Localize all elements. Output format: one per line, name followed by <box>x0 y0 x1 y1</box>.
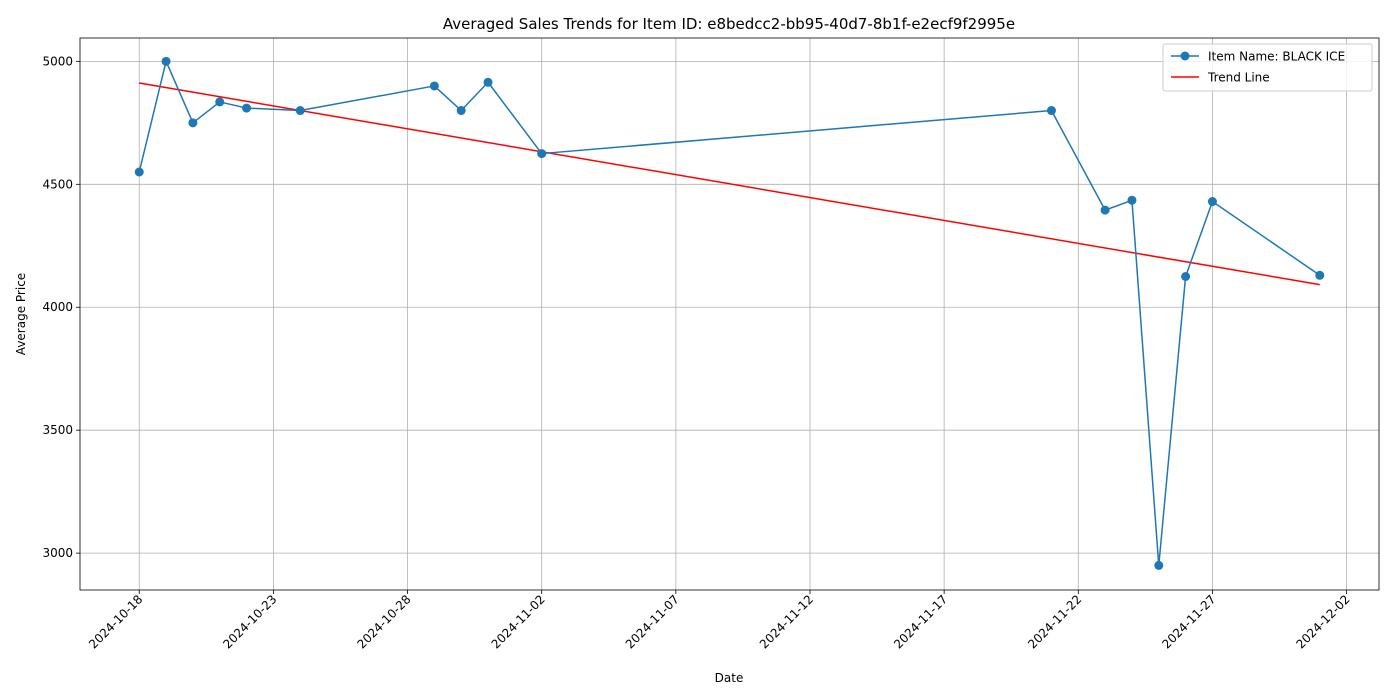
data-point <box>295 106 305 116</box>
grid <box>80 38 1379 590</box>
data-point <box>161 56 171 66</box>
data-point <box>456 106 466 116</box>
data-point <box>537 149 547 159</box>
data-point <box>242 103 252 113</box>
legend-label-series: Item Name: BLACK ICE <box>1208 50 1345 64</box>
x-tick-label: 2024-11-07 <box>623 592 682 651</box>
x-tick-label: 2024-10-28 <box>354 592 413 651</box>
y-tick-label: 5000 <box>42 54 73 68</box>
data-point <box>1181 272 1191 282</box>
data-point <box>429 81 439 91</box>
x-axis-ticks: 2024-10-18 2024-10-23 2024-10-28 2024-11-02… <box>86 590 1353 651</box>
x-axis-label: Date <box>715 671 744 685</box>
chart-title: Averaged Sales Trends for Item ID: e8bed… <box>443 15 1015 33</box>
y-tick-label: 3000 <box>42 546 73 560</box>
data-point <box>1207 197 1217 207</box>
data-point <box>483 77 493 87</box>
x-tick-label: 2024-11-22 <box>1025 592 1084 651</box>
x-tick-label: 2024-10-23 <box>220 592 279 651</box>
data-point <box>1154 560 1164 570</box>
data-point <box>1315 270 1325 280</box>
data-point <box>1100 205 1110 215</box>
x-tick-label: 2024-11-02 <box>489 592 548 651</box>
data-point <box>188 118 198 128</box>
y-tick-label: 4500 <box>42 177 73 191</box>
x-tick-label: 2024-12-02 <box>1293 592 1352 651</box>
trend-series <box>139 82 1320 286</box>
x-tick-label: 2024-11-17 <box>891 592 950 651</box>
y-tick-label: 4000 <box>42 300 73 314</box>
legend-label-trend: Trend Line <box>1207 71 1270 85</box>
x-tick-label: 2024-10-18 <box>86 592 145 651</box>
legend-swatch-marker <box>1180 51 1190 61</box>
x-tick-label: 2024-11-27 <box>1159 592 1218 651</box>
data-point <box>1127 195 1137 205</box>
y-axis-label: Average Price <box>14 273 28 355</box>
plot-frame <box>79 37 1380 591</box>
legend: Item Name: BLACK ICE Trend Line <box>1162 43 1373 92</box>
series-line <box>138 60 1321 567</box>
legend-box <box>1162 43 1373 92</box>
data-point <box>134 167 144 177</box>
data-point <box>215 97 225 107</box>
y-tick-label: 3500 <box>42 423 73 437</box>
data-series <box>134 56 1325 570</box>
y-axis-ticks: 3000 3500 4000 4500 5000 <box>42 54 80 560</box>
trend-line <box>139 82 1320 286</box>
data-point <box>1046 106 1056 116</box>
x-tick-label: 2024-11-12 <box>757 592 816 651</box>
